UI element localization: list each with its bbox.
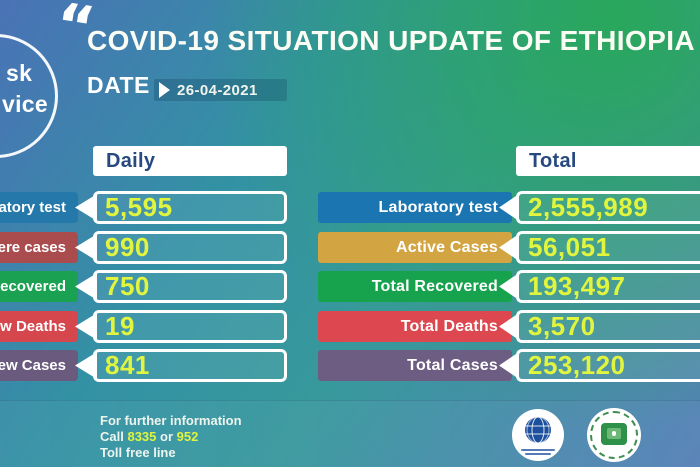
daily-value-box: [93, 231, 287, 264]
date-label: DATE: [87, 72, 150, 98]
daily-value: 5,595: [105, 192, 173, 222]
total-value-box: [516, 310, 700, 343]
total-column-header: Total: [516, 146, 700, 176]
total-row-label-band: Total Recovered: [318, 271, 512, 302]
total-value-box: [516, 191, 700, 224]
hotline-number-1: 8335: [127, 429, 157, 444]
daily-value-box: [93, 310, 287, 343]
seal-text-ring: [590, 411, 638, 459]
daily-value-box: [93, 349, 287, 382]
footer-contact-info: For further information Call 8335 or 952…: [100, 413, 242, 461]
total-value: 3,570: [528, 311, 596, 341]
daily-row-label-band: Recovered: [0, 271, 78, 302]
daily-row-label-band: Severe cases: [0, 232, 78, 263]
daily-value: 841: [105, 350, 150, 380]
total-header-label: Total: [529, 150, 577, 172]
total-value: 2,555,989: [528, 192, 649, 222]
daily-row-label-band: Laboratory test: [0, 192, 78, 223]
ministry-of-health-logo: [587, 408, 641, 462]
footer-call-line: Call 8335 or 952: [100, 429, 242, 445]
total-value-box: [516, 349, 700, 382]
daily-value: 750: [105, 271, 150, 301]
total-row-label-band: Active Cases: [318, 232, 512, 263]
hotline-number-2: 952: [176, 429, 199, 444]
footer-info-line: For further information: [100, 413, 242, 428]
seal-dot: [612, 431, 616, 436]
daily-value: 990: [105, 232, 150, 262]
total-value: 193,497: [528, 271, 626, 301]
call-word: Call: [100, 429, 124, 444]
daily-value-box: [93, 270, 287, 303]
footer-band: For further information Call 8335 or 952…: [0, 400, 700, 467]
health-institute-logo: [512, 409, 564, 461]
logo-caption-line: [525, 453, 551, 455]
or-word: or: [160, 429, 174, 444]
daily-header-label: Daily: [106, 150, 156, 172]
badge-text-line1: sk: [6, 60, 33, 86]
total-row-label-band: Laboratory test: [318, 192, 512, 223]
footer-tollfree-line: Toll free line: [100, 445, 176, 460]
badge-text-line2: vice: [2, 91, 48, 117]
total-row-label-band: Total Deaths: [318, 311, 512, 342]
total-value-box: [516, 231, 700, 264]
date-value: 26-04-2021: [177, 82, 258, 99]
globe-icon: [525, 416, 551, 444]
play-icon: [159, 82, 170, 98]
total-value-box: [516, 270, 700, 303]
daily-value-box: [93, 191, 287, 224]
total-row-label-band: Total Cases: [318, 350, 512, 381]
seal-emblem-icon: [601, 423, 627, 445]
logo-caption-line: [521, 449, 555, 451]
daily-row-label-band: New Cases: [0, 350, 78, 381]
page-title: COVID-19 SITUATION UPDATE OF ETHIOPIA: [87, 25, 696, 56]
daily-value: 19: [105, 311, 135, 341]
total-value: 253,120: [528, 350, 626, 380]
daily-row-label-band: New Deaths: [0, 311, 78, 342]
total-value: 56,051: [528, 232, 611, 262]
daily-column-header: Daily: [93, 146, 287, 176]
date-badge: [154, 79, 287, 101]
